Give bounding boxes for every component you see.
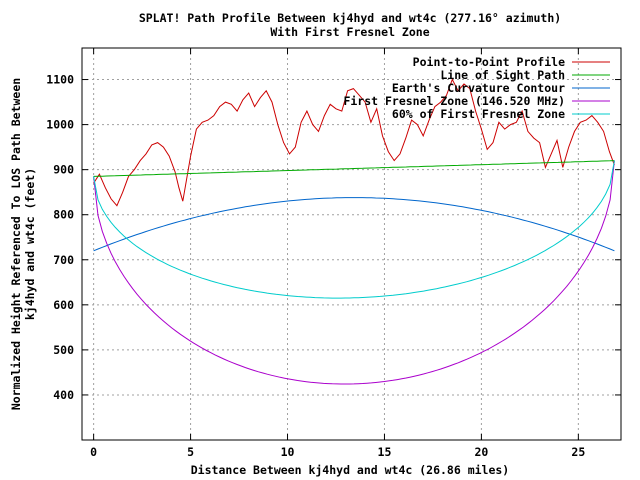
y-tick-label: 600 <box>53 298 74 312</box>
y-tick-label: 900 <box>53 163 74 177</box>
x-tick-label: 20 <box>474 445 488 459</box>
x-axis-label: Distance Between kj4hyd and wt4c (26.86 … <box>191 463 510 477</box>
x-tick-label: 5 <box>187 445 194 459</box>
legend-label: First Fresnel Zone (146.520 MHz) <box>343 94 565 108</box>
y-tick-label: 400 <box>53 388 74 402</box>
series-line-0 <box>93 78 615 207</box>
x-tick-label: 25 <box>571 445 585 459</box>
y-tick-label: 700 <box>53 253 74 267</box>
series-group <box>93 78 615 385</box>
series-line-4 <box>93 160 615 299</box>
x-tick-label: 0 <box>90 445 97 459</box>
legend-label: 60% of First Fresnel Zone <box>392 107 565 121</box>
x-tick-label: 15 <box>378 445 392 459</box>
y-tick-label: 800 <box>53 208 74 222</box>
series-line-1 <box>93 160 615 177</box>
y-tick-label: 1100 <box>46 73 74 87</box>
axis-ticks: 400 500 600 700 800 900 1000 1100 0 5 10 15 20 25 <box>46 48 621 459</box>
y-tick-label: 1000 <box>46 118 74 132</box>
series-line-3 <box>93 160 615 385</box>
grid <box>82 48 621 440</box>
legend-label: Line of Sight Path <box>440 68 565 82</box>
y-tick-label: 500 <box>53 343 74 357</box>
y-axis-label-line1: Normalized Height Referenced To LOS Path… <box>9 78 23 410</box>
legend-label: Point-to-Point Profile <box>413 55 565 69</box>
series-line-2 <box>93 197 615 252</box>
plot-frame <box>81 47 622 441</box>
chart-subtitle: With First Fresnel Zone <box>270 25 429 39</box>
x-tick-label: 10 <box>281 445 295 459</box>
legend-label: Earth's Curvature Contour <box>392 81 565 95</box>
y-axis-label-line2: kj4hyd and wt4c (feet) <box>23 168 37 320</box>
chart-title: SPLAT! Path Profile Between kj4hyd and w… <box>139 11 561 25</box>
